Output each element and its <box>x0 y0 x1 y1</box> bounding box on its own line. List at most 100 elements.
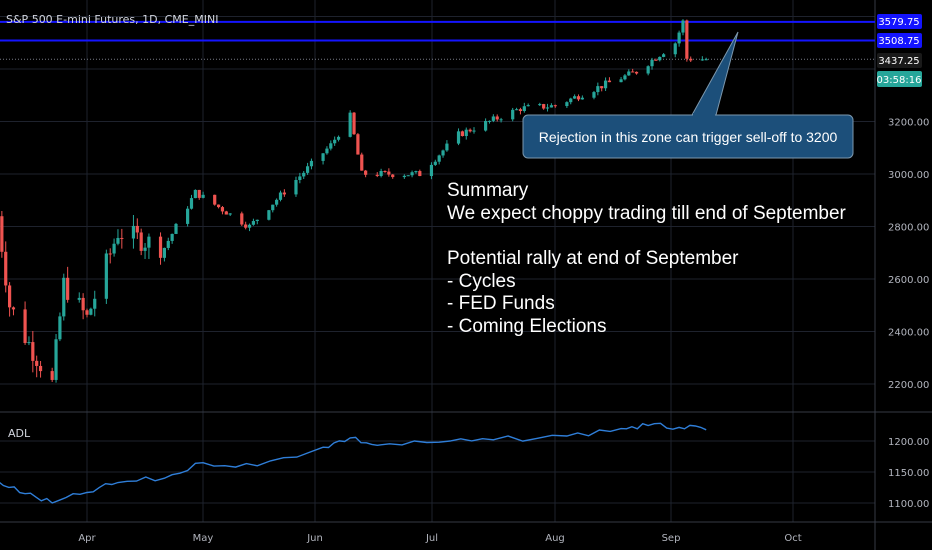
candle-body <box>278 192 283 200</box>
candle-body <box>186 208 190 224</box>
candle-body <box>81 297 85 311</box>
callout-seam <box>693 113 715 117</box>
candle-body <box>565 102 569 107</box>
price-axis-tick-label: 2400.00 <box>888 328 929 339</box>
candle-body <box>162 247 166 258</box>
candle-body <box>634 71 639 74</box>
candle-body <box>619 79 623 83</box>
candle-body <box>147 236 151 248</box>
price-axis-tick-label: 3000.00 <box>888 170 929 181</box>
level-badge-upper-text: 3579.75 <box>878 17 919 28</box>
candle-body <box>623 75 627 80</box>
candle-body <box>131 225 136 239</box>
price-axis-tick-label: 2200.00 <box>888 380 929 391</box>
candle-body <box>414 171 418 173</box>
candle-body <box>484 121 488 131</box>
candle-body <box>549 105 553 108</box>
candle-body <box>464 129 468 137</box>
candle-body <box>104 253 108 299</box>
candle-body <box>418 171 422 177</box>
candle-body <box>673 43 677 55</box>
candle-body <box>305 166 310 173</box>
candle-body <box>35 360 39 366</box>
summary-line: Potential rally at end of September <box>447 248 739 269</box>
candle-body <box>139 232 143 251</box>
time-axis-tick-label: Jul <box>425 533 438 544</box>
candle-body <box>360 154 364 171</box>
candle-body <box>193 189 197 199</box>
candle-body <box>410 172 414 176</box>
candle-body <box>364 170 368 175</box>
time-axis-tick-label: Aug <box>545 533 565 544</box>
candle-body <box>66 277 70 300</box>
candle-body <box>600 86 604 89</box>
candle-body <box>329 143 333 149</box>
summary-line: - FED Funds <box>447 293 555 314</box>
candle-body <box>170 233 174 241</box>
candle-body <box>216 204 221 208</box>
candle-body <box>576 96 581 100</box>
candle-body <box>247 224 252 228</box>
summary-line: - Cycles <box>447 271 516 292</box>
countdown-badge-text: 03:58:16 <box>877 75 922 86</box>
candle-body <box>62 277 66 317</box>
adl-indicator-label: ADL <box>8 427 31 440</box>
candle-body <box>4 251 8 286</box>
candle-body <box>472 130 476 132</box>
candle-body <box>603 80 608 89</box>
candle-body <box>441 150 445 156</box>
candle-body <box>197 189 201 198</box>
candle-body <box>553 105 557 107</box>
candle-body <box>592 92 596 98</box>
candle-body <box>298 176 302 181</box>
time-axis-tick-label: Oct <box>784 533 801 544</box>
candle-body <box>580 97 584 100</box>
candle-body <box>607 80 612 83</box>
candle-body <box>658 56 662 61</box>
candle-body <box>356 134 360 155</box>
candle-body <box>491 116 495 121</box>
candle-body <box>627 71 631 76</box>
candle-body <box>456 131 461 144</box>
candle-body <box>271 204 275 211</box>
adl-axis-tick-label: 1200.00 <box>888 437 929 448</box>
candle-body <box>573 96 577 99</box>
candle-body <box>240 213 244 225</box>
time-axis-tick-label: May <box>193 533 214 544</box>
candle-body <box>542 104 546 109</box>
level-badge-lower-text: 3508.75 <box>878 36 919 47</box>
last-price-badge: 3437.25 <box>877 53 922 68</box>
candle-body <box>108 253 112 255</box>
candle-body <box>189 198 194 209</box>
candle-body <box>321 153 325 161</box>
summary-line: We expect choppy trading till end of Sep… <box>447 203 847 224</box>
symbol-title: S&P 500 E-mini Futures, 1D, CME_MINI <box>6 13 218 26</box>
candle-body <box>526 105 530 107</box>
candle-body <box>58 316 62 340</box>
candle-body <box>387 171 391 175</box>
candle-body <box>333 139 337 144</box>
candle-body <box>143 247 147 251</box>
candle-body <box>522 106 526 112</box>
candle-body <box>38 365 43 372</box>
candle-body <box>50 371 54 380</box>
level-badge-upper: 3579.75 <box>877 14 922 29</box>
candle-body <box>569 98 573 103</box>
candle-body <box>631 71 635 73</box>
candle-body <box>545 107 550 109</box>
summary-line: Summary <box>447 180 529 201</box>
candle-body <box>468 129 472 132</box>
candle-body <box>677 32 681 44</box>
candle-body <box>514 109 519 111</box>
candle-body <box>654 59 658 61</box>
candle-body <box>499 119 503 121</box>
summary-line: - Coming Elections <box>447 316 606 337</box>
candle-body <box>31 342 35 361</box>
candle-body <box>201 194 205 198</box>
candle-body <box>460 131 464 137</box>
callout[interactable]: Rejection in this zone can trigger sell-… <box>522 31 854 159</box>
candle-body <box>596 86 600 93</box>
countdown-badge: 03:58:16 <box>877 71 922 87</box>
